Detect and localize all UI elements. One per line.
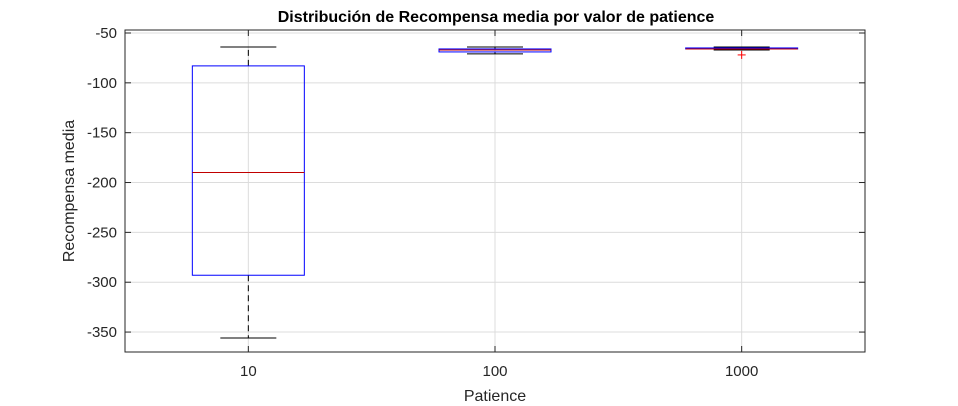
y-tick-label: -350 (87, 324, 117, 341)
x-tick-label: 100 (482, 363, 507, 380)
y-tick-label: -50 (95, 25, 117, 42)
y-tick-label: -200 (87, 175, 117, 192)
box-10 (191, 46, 305, 339)
x-axis-label: Patience (464, 388, 526, 405)
y-tick-label: -100 (87, 75, 117, 92)
x-tick-label: 10 (240, 363, 257, 380)
y-tick-label: -150 (87, 125, 117, 142)
grid (125, 30, 865, 352)
x-tick-label: 1000 (725, 363, 758, 380)
box-1000 (685, 46, 799, 59)
y-axis-label: Recompensa media (61, 120, 78, 262)
box-100 (438, 46, 552, 55)
x-axis-ticks: 10 100 1000 (240, 30, 758, 380)
outlier-point (737, 50, 746, 59)
box-body (191, 65, 305, 276)
boxes (191, 46, 799, 339)
y-tick-label: -300 (87, 274, 117, 291)
y-tick-label: -250 (87, 224, 117, 241)
chart-title: Distribución de Recompensa media por val… (278, 9, 715, 26)
y-axis-ticks: -50 -100 -150 -200 -250 -300 -350 (87, 25, 865, 341)
